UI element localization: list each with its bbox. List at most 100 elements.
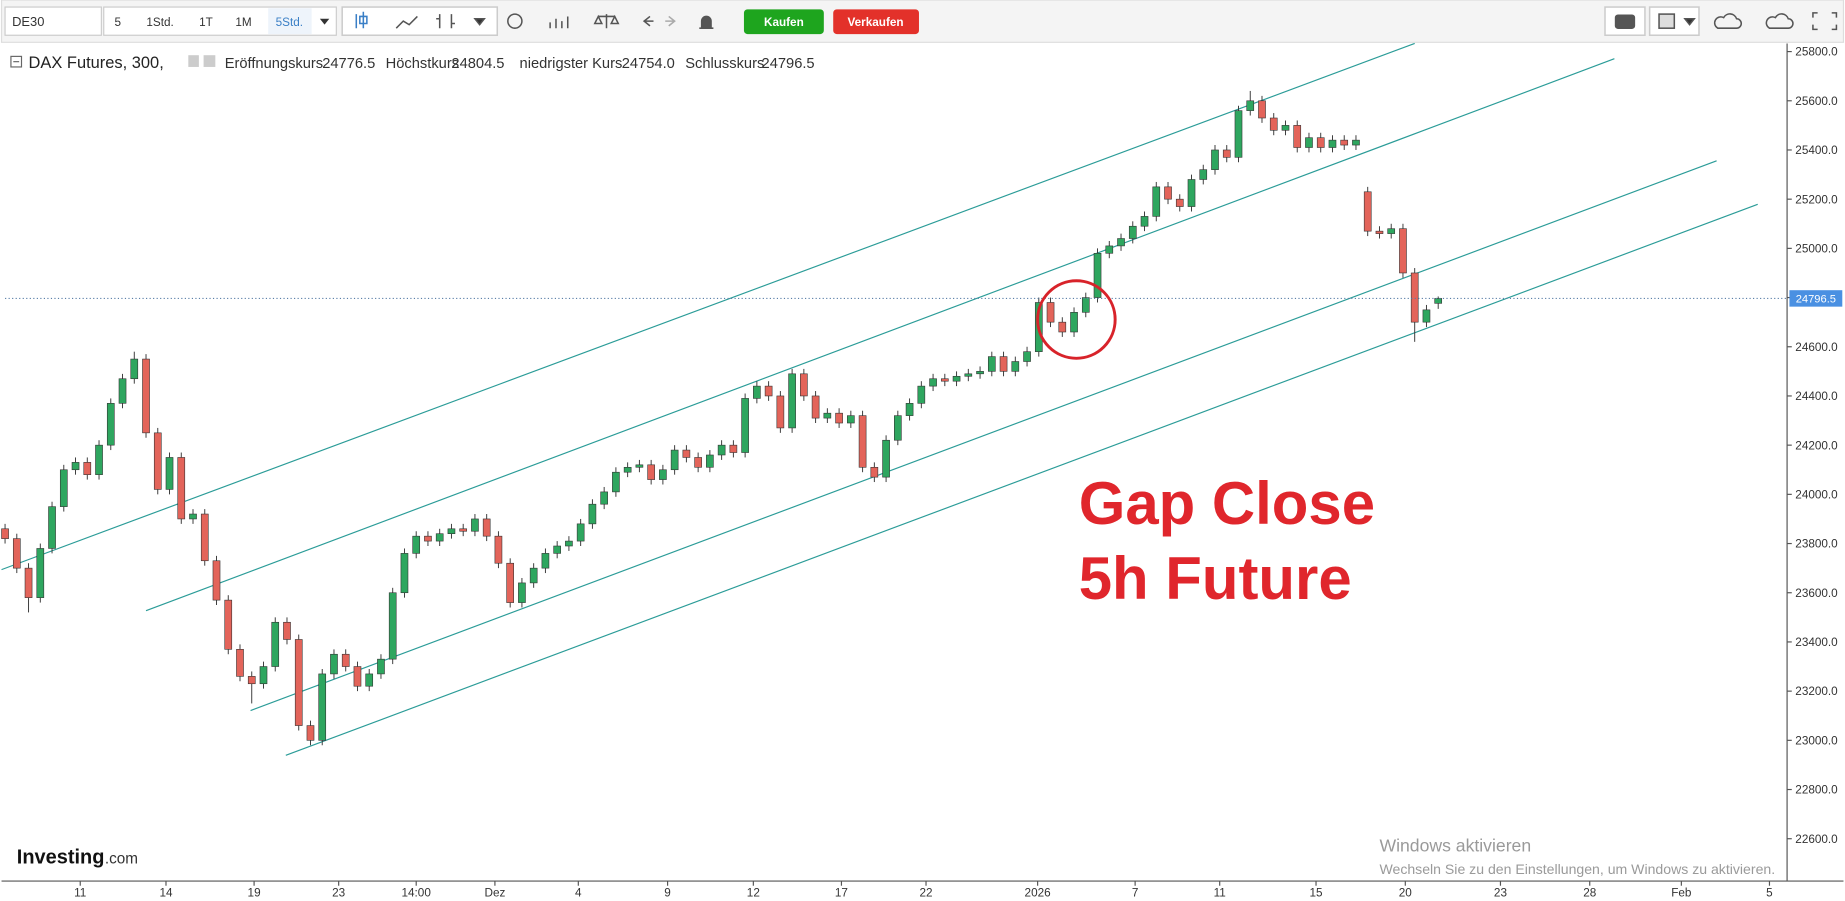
buy-button[interactable] xyxy=(743,9,824,35)
candle-body xyxy=(1234,110,1243,158)
candle-body xyxy=(753,385,761,399)
candle-body xyxy=(12,538,21,569)
candle-body xyxy=(929,378,937,387)
cloud-download-icon[interactable] xyxy=(1713,13,1742,29)
cloud-upload-icon[interactable] xyxy=(1765,13,1794,29)
compare-icon[interactable] xyxy=(593,14,620,29)
tool-group xyxy=(341,6,499,37)
candle-body xyxy=(353,666,362,687)
candle-body xyxy=(1422,309,1431,323)
candle-body xyxy=(941,378,949,382)
candle-body xyxy=(1164,186,1172,200)
buy-label: Kaufen xyxy=(764,16,804,29)
x-tick-label: 12 xyxy=(747,886,760,899)
trend-line xyxy=(285,203,1758,756)
candle-body xyxy=(388,592,397,660)
candle-body xyxy=(905,403,914,416)
interval[interactable]: 1T xyxy=(199,16,213,29)
line-icon[interactable] xyxy=(395,15,418,29)
dropdown[interactable] xyxy=(1683,18,1696,26)
candle-body xyxy=(576,523,585,542)
ohlc-name: Eröffnungskurs xyxy=(225,56,323,72)
candle-body xyxy=(1211,149,1219,170)
x-tick-label: 7 xyxy=(1132,886,1139,899)
undo-icon[interactable] xyxy=(642,15,654,27)
candle-body xyxy=(24,567,33,598)
candle-body xyxy=(659,469,667,480)
sell-button[interactable] xyxy=(833,9,919,35)
candle-icon[interactable] xyxy=(355,11,368,29)
price-label: 24796.5 xyxy=(1796,294,1836,306)
right-icons xyxy=(1604,6,1838,37)
y-tick-label: 24200.0 xyxy=(1795,439,1838,452)
candle-body xyxy=(1281,125,1290,131)
y-tick-label: 24600.0 xyxy=(1795,341,1838,354)
candle-body xyxy=(1399,228,1407,274)
collapse-icon[interactable] xyxy=(10,55,23,68)
settings-icon[interactable] xyxy=(507,13,523,29)
fullscreen-icon[interactable] xyxy=(1812,12,1838,31)
candle-body xyxy=(964,373,973,377)
plot: 22600.0 22800.0 23000.0 23200.0 23400.0 23600… xyxy=(1,42,1843,899)
candle-body xyxy=(1023,351,1031,362)
candle-body xyxy=(1340,139,1349,146)
candle-body xyxy=(471,518,479,532)
candle-body xyxy=(518,582,526,603)
x-tick-label: Feb xyxy=(1671,886,1692,899)
close-small-icon[interactable] xyxy=(203,55,216,67)
x-tick-label: 15 xyxy=(1309,886,1323,899)
candle-body xyxy=(1058,321,1067,333)
x-tick-label: 17 xyxy=(835,886,848,899)
candle-body xyxy=(1269,117,1278,131)
candle-body xyxy=(424,535,432,542)
candle-body xyxy=(1305,137,1313,148)
candle-body xyxy=(1117,238,1125,247)
alert-icon[interactable] xyxy=(699,15,714,29)
candle-body xyxy=(177,457,186,520)
x-tick-label: 2026 xyxy=(1025,886,1052,899)
candle-body xyxy=(1316,137,1325,148)
candle-body xyxy=(1187,179,1196,207)
candle-body xyxy=(694,457,702,468)
candle-body xyxy=(459,528,468,532)
y-tick-label: 25400.0 xyxy=(1795,144,1838,157)
candle-body xyxy=(553,545,561,554)
x-tick-label: 14 xyxy=(159,886,173,899)
settings-small-icon[interactable] xyxy=(188,55,199,67)
candle-body xyxy=(706,454,714,468)
candle-body xyxy=(811,395,820,419)
ohlc-value: 24776.5 xyxy=(322,56,375,72)
candle-body xyxy=(952,375,961,382)
candle-body xyxy=(870,466,879,478)
candle-body xyxy=(482,518,491,537)
x-tick-label: 4 xyxy=(575,886,582,899)
interval[interactable]: 1M xyxy=(235,16,251,29)
dropdown[interactable] xyxy=(473,18,486,26)
y-tick-label: 23800.0 xyxy=(1795,538,1838,551)
annotation: 5h Future xyxy=(1079,545,1352,612)
chart-title: DAX Futures, 300, xyxy=(29,54,164,72)
candle-body xyxy=(565,540,573,547)
candle-body xyxy=(894,415,902,441)
candle-body xyxy=(59,469,68,507)
candle-body xyxy=(341,653,350,667)
dropdown[interactable] xyxy=(319,18,330,25)
interval[interactable]: 5 xyxy=(115,16,122,29)
interval[interactable]: 1Std. xyxy=(146,16,173,29)
candle-body xyxy=(1387,228,1396,234)
indicator-icon[interactable] xyxy=(549,16,569,29)
candle-body xyxy=(1070,312,1078,333)
interval[interactable]: 5Std. xyxy=(276,16,303,29)
candle-body xyxy=(400,553,409,594)
candle-body xyxy=(130,358,139,380)
interval-active xyxy=(268,8,312,35)
ohlc-name: Höchstkurs xyxy=(386,56,459,72)
trend-line xyxy=(250,160,1717,712)
candle-body xyxy=(764,385,773,397)
bar-icon[interactable] xyxy=(436,14,455,29)
y-tick-label: 25600.0 xyxy=(1795,95,1838,108)
candle-body xyxy=(823,412,832,419)
symbol-input[interactable] xyxy=(4,6,102,36)
candle-body xyxy=(588,503,597,525)
redo-icon[interactable] xyxy=(665,15,676,27)
